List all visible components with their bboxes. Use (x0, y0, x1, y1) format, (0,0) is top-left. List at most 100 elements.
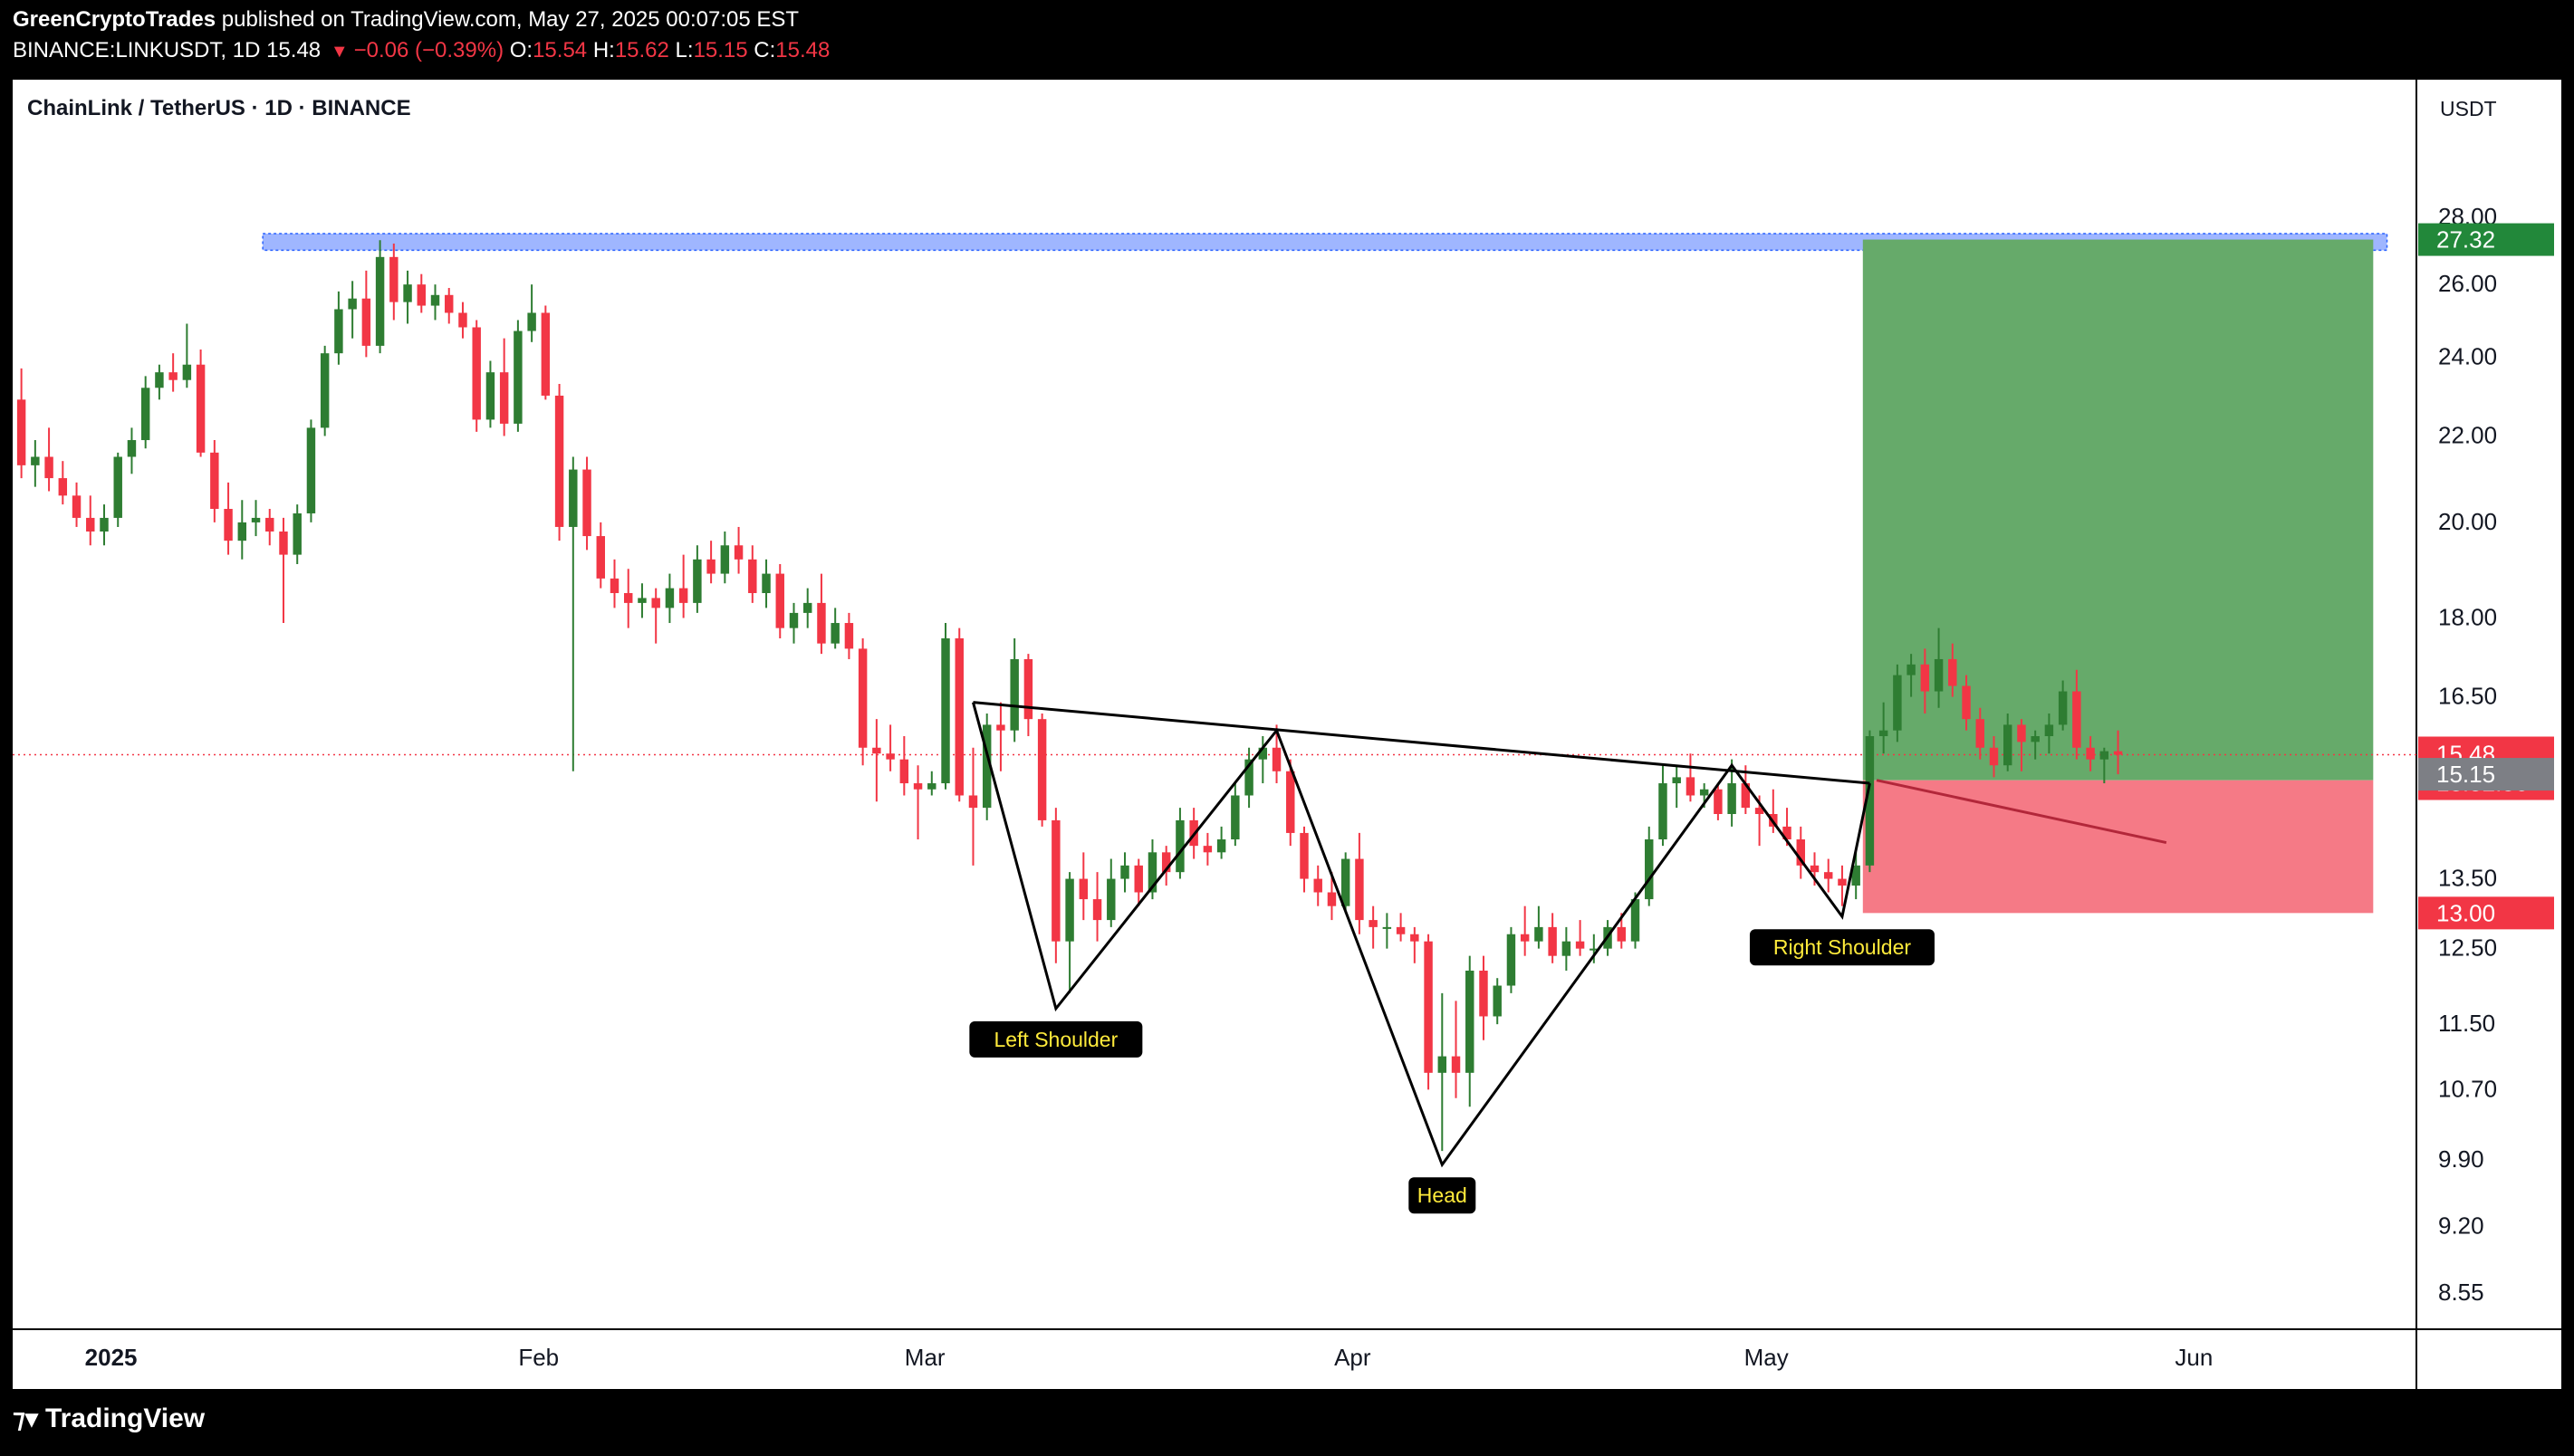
candle[interactable] (1107, 858, 1116, 927)
candle[interactable] (1975, 707, 1984, 760)
candle[interactable] (1134, 858, 1143, 906)
candle[interactable] (817, 573, 826, 655)
candle[interactable] (1561, 926, 1571, 971)
candle[interactable] (168, 353, 178, 392)
candle[interactable] (1878, 702, 1888, 754)
candle[interactable] (1327, 872, 1337, 921)
candle[interactable] (1962, 675, 1971, 731)
candle[interactable] (265, 509, 274, 546)
candle[interactable] (196, 350, 206, 457)
candle[interactable] (1824, 858, 1833, 893)
candle[interactable] (1934, 627, 1944, 708)
candle[interactable] (624, 569, 633, 628)
candle[interactable] (1382, 913, 1392, 949)
candle[interactable] (2072, 669, 2081, 760)
candle[interactable] (499, 338, 509, 436)
candle[interactable] (1410, 926, 1419, 963)
candle[interactable] (58, 461, 68, 505)
candle[interactable] (1920, 648, 1930, 714)
candle[interactable] (334, 291, 343, 365)
pattern-label[interactable]: Head (1408, 1177, 1476, 1214)
candle[interactable] (1686, 753, 1695, 802)
tradingview-logo[interactable]: ⁊▾ TradingView (13, 1403, 205, 1434)
candle[interactable] (155, 364, 164, 400)
candle[interactable] (2086, 736, 2095, 771)
candle[interactable] (651, 588, 660, 644)
candle[interactable] (113, 452, 122, 527)
candle[interactable] (1989, 736, 1999, 778)
candle[interactable] (2113, 730, 2123, 775)
candle[interactable] (968, 747, 978, 866)
candle[interactable] (1161, 846, 1171, 886)
candle[interactable] (596, 522, 605, 589)
candle[interactable] (100, 504, 109, 546)
retest-trendline[interactable] (1876, 779, 2167, 845)
candle[interactable] (1424, 934, 1433, 1090)
candle[interactable] (140, 376, 150, 449)
candle[interactable] (1037, 713, 1047, 827)
candle[interactable] (1355, 832, 1364, 934)
candle[interactable] (458, 302, 467, 339)
candle[interactable] (1548, 913, 1557, 963)
candle[interactable] (1630, 892, 1640, 949)
candle[interactable] (1369, 905, 1378, 949)
candle[interactable] (762, 559, 771, 608)
candle[interactable] (1465, 955, 1474, 1107)
candle[interactable] (638, 583, 647, 618)
candle[interactable] (1714, 783, 1723, 820)
candle[interactable] (913, 765, 923, 840)
candle[interactable] (1437, 992, 1447, 1152)
pattern-label[interactable]: Left Shoulder (969, 1020, 1143, 1058)
candle[interactable] (720, 531, 730, 584)
candle[interactable] (237, 500, 247, 560)
candle[interactable] (224, 482, 233, 555)
candle[interactable] (2099, 747, 2109, 784)
candle[interactable] (1231, 783, 1240, 847)
candle[interactable] (44, 427, 53, 492)
candle[interactable] (554, 383, 564, 541)
candle[interactable] (1258, 736, 1268, 784)
candle[interactable] (1851, 852, 1860, 900)
candle[interactable] (831, 608, 840, 649)
candle[interactable] (1575, 920, 1585, 956)
candle[interactable] (1340, 852, 1350, 914)
head-and-shoulders-path[interactable] (972, 702, 1871, 1168)
candle[interactable] (445, 288, 454, 324)
candle[interactable] (1948, 643, 1957, 697)
candle[interactable] (1658, 765, 1667, 847)
candle[interactable] (2044, 713, 2054, 754)
candle[interactable] (844, 612, 854, 659)
candle[interactable] (485, 360, 495, 428)
candle[interactable] (706, 541, 716, 584)
candle[interactable] (127, 427, 137, 474)
candle[interactable] (1092, 872, 1102, 942)
candle[interactable] (348, 281, 357, 339)
candle[interactable] (775, 564, 784, 638)
candle[interactable] (748, 545, 757, 603)
candle[interactable] (527, 284, 536, 342)
candle[interactable] (472, 320, 481, 432)
publisher-name[interactable]: GreenCryptoTrades (13, 7, 216, 32)
candle[interactable] (1244, 747, 1253, 809)
chart-area[interactable]: ChainLink / TetherUS · 1D · BINANCE USDT… (13, 80, 2561, 1389)
candle[interactable] (1065, 872, 1074, 993)
long-position-target-zone[interactable] (1862, 239, 2374, 781)
candle[interactable] (955, 627, 964, 802)
candle[interactable] (927, 771, 936, 796)
candle[interactable] (1796, 826, 1805, 879)
candle[interactable] (665, 573, 675, 624)
candle[interactable] (403, 270, 412, 324)
candle[interactable] (858, 637, 868, 766)
candle[interactable] (375, 240, 385, 354)
candle[interactable] (86, 495, 95, 546)
candle[interactable] (1313, 865, 1322, 906)
candle[interactable] (1893, 664, 1902, 742)
candle[interactable] (1023, 654, 1033, 737)
candle[interactable] (306, 419, 316, 522)
candle[interactable] (1079, 852, 1089, 921)
candle[interactable] (1520, 905, 1530, 956)
candle[interactable] (872, 719, 881, 802)
candle[interactable] (582, 456, 591, 551)
candle[interactable] (514, 320, 523, 432)
candle[interactable] (389, 243, 399, 321)
